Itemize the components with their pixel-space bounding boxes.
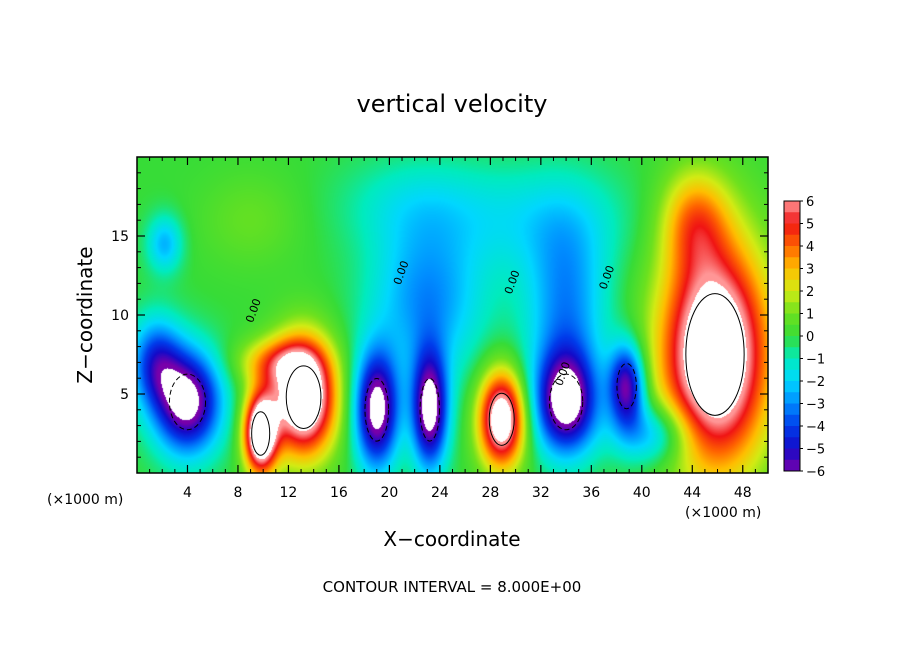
colorbar-tick-label: −6	[806, 465, 825, 480]
colorbar-swatch	[784, 324, 800, 337]
x-unit-left: (×1000 m)	[47, 492, 123, 508]
contour-line	[419, 378, 441, 442]
colorbar-swatch	[784, 426, 800, 438]
contour-line	[685, 293, 745, 416]
colorbar-tick-label: 6	[806, 195, 814, 210]
colorbar-tick-label: 2	[806, 285, 814, 300]
chart-title: vertical velocity	[357, 90, 548, 118]
contour-line	[364, 378, 390, 442]
colorbar-swatch	[784, 302, 800, 314]
x-tick-label: 32	[532, 485, 550, 501]
x-unit-right: (×1000 m)	[685, 505, 761, 521]
x-tick-label: 16	[330, 485, 348, 501]
colorbar-swatch	[784, 246, 800, 258]
colorbar-tick-label: 0	[806, 330, 814, 345]
colorbar-swatch	[784, 437, 800, 449]
contour-interval-note: CONTOUR INTERVAL = 8.000E+00	[323, 578, 582, 596]
colorbar-swatch	[784, 223, 800, 236]
plot-area: 0.000.000.000.000.00 4 8 12 16 20 24 28 32 36 40 4…	[111, 156, 769, 501]
colorbar-swatch	[784, 459, 800, 472]
x-tick-label: 12	[280, 485, 298, 501]
x-axis-label: X−coordinate	[383, 527, 520, 551]
x-tick-label: 4	[183, 485, 192, 501]
colorbar	[783, 200, 801, 472]
colorbar-swatch	[784, 414, 800, 427]
colorbar-swatch	[784, 403, 800, 416]
colorbar-tick-label: −2	[806, 375, 825, 390]
x-tick-label: 20	[380, 485, 398, 501]
x-tick-label: 8	[233, 485, 242, 501]
x-tick-label: 36	[582, 485, 600, 501]
heatmap-image	[137, 157, 768, 473]
x-tick-label: 24	[431, 485, 449, 501]
x-tick-label: 48	[734, 485, 752, 501]
y-axis-label: Z−coordinate	[73, 246, 97, 383]
y-tick-label: 10	[111, 308, 129, 324]
contour-line	[548, 373, 584, 431]
contour-line	[251, 411, 271, 456]
colorbar-swatch	[784, 257, 800, 269]
colorbar-swatch	[784, 212, 800, 224]
contour-line	[168, 373, 207, 431]
colorbar-swatch	[784, 201, 800, 213]
colorbar-swatch	[784, 358, 800, 371]
colorbar-swatch	[784, 369, 800, 382]
colorbar-swatch	[784, 381, 800, 393]
colorbar-tick-label: −3	[806, 398, 825, 413]
colorbar-swatch	[784, 313, 800, 326]
x-tick-label: 40	[633, 485, 651, 501]
colorbar-swatch	[784, 268, 800, 281]
colorbar-tick-label: 1	[806, 308, 814, 323]
y-tick-label: 15	[111, 229, 129, 245]
colorbar-swatch	[784, 448, 800, 461]
colorbar-tick-label: −4	[806, 420, 825, 435]
x-ticks: 4 8 12 16 20 24 28 32 36 40 44 48	[149, 157, 756, 501]
colorbar-swatch	[784, 347, 800, 359]
y-tick-label: 5	[120, 387, 129, 403]
colorbar-tick-label: 4	[806, 240, 814, 255]
contour-line	[616, 363, 637, 410]
colorbar-swatch	[784, 234, 800, 247]
colorbar-swatch	[784, 392, 800, 404]
contour-line	[285, 365, 322, 429]
colorbar-tick-label: 3	[806, 263, 814, 278]
colorbar-swatch	[784, 336, 800, 348]
colorbar-tick-label: −1	[806, 353, 825, 368]
colorbar-swatch	[784, 279, 800, 292]
y-ticks: 5 10 15	[111, 172, 768, 458]
colorbar-ticks: 6 5 4 3 2 1 0 −1 −2 −3 −4 −5 −6	[800, 195, 825, 480]
colorbar-tick-label: −5	[806, 443, 825, 458]
contour-line	[488, 392, 515, 446]
x-tick-label: 28	[481, 485, 499, 501]
colorbar-swatch	[784, 291, 800, 303]
colorbar-tick-label: 5	[806, 218, 814, 233]
contour-lines	[168, 293, 745, 456]
x-tick-label: 44	[683, 485, 701, 501]
